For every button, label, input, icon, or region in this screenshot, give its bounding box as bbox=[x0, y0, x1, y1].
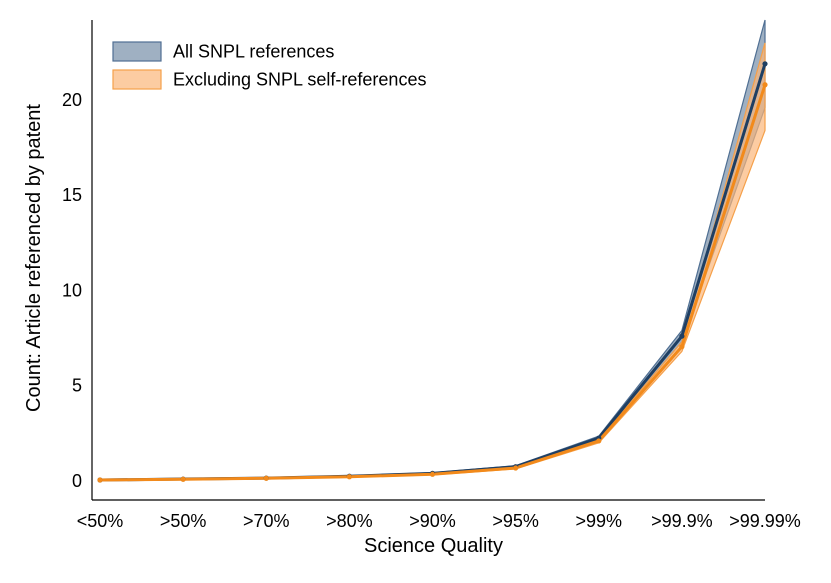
x-tick-label: >95% bbox=[492, 511, 539, 531]
y-tick-label: 5 bbox=[72, 376, 82, 396]
data-point-series-1 bbox=[762, 82, 768, 88]
x-tick-label: >90% bbox=[409, 511, 456, 531]
y-tick-label: 15 bbox=[62, 185, 82, 205]
y-tick-label: 0 bbox=[72, 471, 82, 491]
x-tick-label: >70% bbox=[243, 511, 290, 531]
x-tick-label: >80% bbox=[326, 511, 373, 531]
data-point-series-1 bbox=[513, 465, 519, 471]
axes bbox=[91, 20, 765, 501]
confidence-band-series-1 bbox=[99, 42, 766, 481]
legend-swatch-excluding-self bbox=[112, 69, 162, 90]
data-point-series-0 bbox=[679, 333, 685, 339]
data-point-series-0 bbox=[762, 61, 768, 67]
series-points bbox=[97, 61, 768, 483]
data-point-series-1 bbox=[679, 344, 685, 350]
series-line-0 bbox=[98, 62, 767, 482]
y-axis-title: Count: Article referenced by patent bbox=[23, 104, 45, 412]
series-lines bbox=[98, 62, 767, 482]
legend-label-excluding-self: Excluding SNPL self-references bbox=[173, 70, 426, 90]
y-tick-label: 10 bbox=[62, 280, 82, 300]
y-tick-label: 20 bbox=[62, 90, 82, 110]
legend-label-all-snpl: All SNPL references bbox=[173, 42, 334, 62]
data-point-series-1 bbox=[346, 474, 352, 480]
y-tick-labels: 0 5 10 15 20 bbox=[62, 90, 82, 491]
data-point-series-1 bbox=[263, 475, 269, 481]
x-tick-label: >99.99% bbox=[729, 511, 801, 531]
x-tick-label: >99.9% bbox=[651, 511, 713, 531]
x-tick-label: >50% bbox=[160, 511, 207, 531]
x-tick-label: >99% bbox=[575, 511, 622, 531]
x-tick-labels: <50% >50% >70% >80% >90% >95% >99% >99.9% >99.99… bbox=[77, 511, 801, 531]
x-tick-label: <50% bbox=[77, 511, 124, 531]
data-point-series-1 bbox=[180, 476, 186, 482]
data-point-series-1 bbox=[596, 438, 602, 444]
data-point-series-1 bbox=[429, 471, 436, 477]
legend: All SNPL references Excluding SNPL self-… bbox=[112, 41, 426, 90]
x-axis-title: Science Quality bbox=[364, 535, 503, 557]
series-line-1 bbox=[98, 83, 767, 482]
legend-swatch-all-snpl bbox=[112, 41, 162, 62]
data-point-series-1 bbox=[97, 477, 103, 483]
